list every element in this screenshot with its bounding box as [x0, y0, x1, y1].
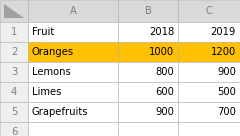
Bar — [118, 22, 178, 42]
Bar — [118, 82, 178, 102]
Bar — [0, 22, 28, 42]
Bar — [0, 102, 28, 122]
Polygon shape — [4, 4, 24, 18]
Text: 800: 800 — [155, 67, 174, 77]
Bar — [0, 62, 28, 82]
Bar — [118, 122, 178, 136]
Text: 5: 5 — [11, 107, 17, 117]
Bar — [178, 62, 240, 82]
Bar — [178, 42, 240, 62]
Bar — [0, 82, 28, 102]
Bar — [28, 82, 118, 102]
Bar — [178, 82, 240, 102]
Bar — [178, 102, 240, 122]
Text: 900: 900 — [155, 107, 174, 117]
Text: Limes: Limes — [32, 87, 61, 97]
Text: 700: 700 — [217, 107, 236, 117]
Bar — [28, 102, 118, 122]
Bar — [0, 42, 28, 62]
Text: 2: 2 — [11, 47, 17, 57]
Bar — [28, 42, 118, 62]
Text: 3: 3 — [11, 67, 17, 77]
Text: A: A — [70, 6, 76, 16]
Text: Fruit: Fruit — [32, 27, 54, 37]
Text: 1: 1 — [11, 27, 17, 37]
Bar — [178, 122, 240, 136]
Bar — [118, 0, 178, 22]
Text: 1200: 1200 — [211, 47, 236, 57]
Bar — [28, 22, 118, 42]
Bar — [118, 42, 178, 62]
Bar — [0, 122, 28, 136]
Bar — [178, 22, 240, 42]
Bar — [118, 62, 178, 82]
Text: 4: 4 — [11, 87, 17, 97]
Text: 2019: 2019 — [211, 27, 236, 37]
Bar — [28, 0, 118, 22]
Bar — [0, 0, 28, 22]
Text: 2018: 2018 — [149, 27, 174, 37]
Bar — [28, 122, 118, 136]
Text: 6: 6 — [11, 127, 17, 136]
Text: B: B — [144, 6, 151, 16]
Text: 500: 500 — [217, 87, 236, 97]
Bar — [28, 62, 118, 82]
Text: Grapefruits: Grapefruits — [32, 107, 89, 117]
Text: 1000: 1000 — [149, 47, 174, 57]
Text: 600: 600 — [155, 87, 174, 97]
Text: C: C — [206, 6, 212, 16]
Text: 900: 900 — [217, 67, 236, 77]
Bar — [118, 102, 178, 122]
Text: Oranges: Oranges — [32, 47, 74, 57]
Bar — [178, 0, 240, 22]
Text: Lemons: Lemons — [32, 67, 71, 77]
